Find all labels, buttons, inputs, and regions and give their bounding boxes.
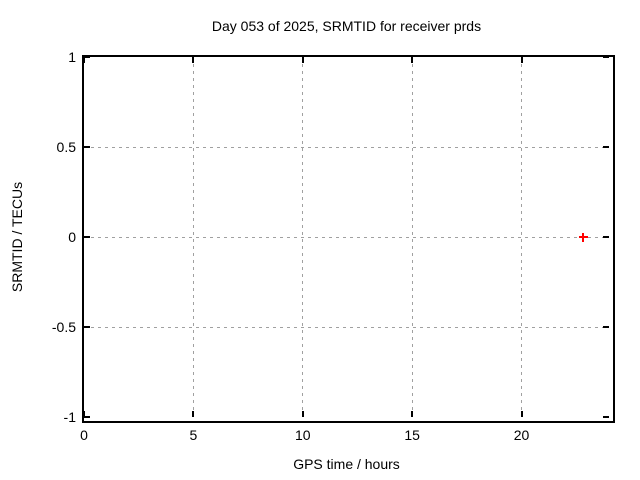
- y-tick-label: 0.5: [56, 139, 76, 155]
- y-tick-mark: [603, 416, 609, 418]
- x-tick-label: 15: [404, 427, 420, 443]
- x-tick-label: 20: [513, 427, 530, 443]
- plot-grid-layer: [83, 56, 609, 418]
- y-tick-mark: [84, 146, 90, 148]
- x-tick-mark: [411, 57, 414, 63]
- x-axis-label: GPS time / hours: [293, 456, 400, 472]
- y-tick-label: 0: [68, 229, 76, 245]
- x-tick-label: 10: [294, 427, 311, 443]
- plot-area: [82, 55, 615, 423]
- x-tick-label: 0: [80, 427, 88, 443]
- x-tick-mark: [192, 411, 195, 417]
- x-tick-mark: [301, 411, 304, 417]
- x-tick-mark: [83, 411, 85, 417]
- y-tick-mark: [84, 416, 90, 418]
- x-tick-mark: [520, 411, 523, 417]
- x-tick-mark: [411, 411, 414, 417]
- y-tick-mark: [84, 236, 90, 238]
- chart-title: Day 053 of 2025, SRMTID for receiver prd…: [211, 18, 482, 34]
- x-tick-mark: [301, 57, 304, 63]
- x-tick-mark: [192, 57, 195, 63]
- y-tick-mark: [84, 326, 90, 328]
- marker-vertical-bar: [581, 233, 584, 242]
- y-tick-mark: [603, 326, 609, 328]
- y-tick-label: -1: [63, 409, 76, 425]
- gridline-horizontal: [84, 146, 609, 148]
- y-tick-label: 1: [68, 49, 76, 65]
- y-tick-mark: [603, 236, 609, 238]
- y-tick-label: -0.5: [51, 319, 76, 335]
- y-tick-mark: [603, 56, 609, 58]
- x-tick-mark: [83, 57, 85, 63]
- y-tick-mark: [84, 56, 90, 58]
- y-axis-label: SRMTID / TECUs: [9, 181, 25, 293]
- x-tick-mark: [520, 57, 523, 63]
- y-tick-mark: [603, 146, 609, 148]
- gridline-horizontal: [84, 236, 609, 238]
- x-tick-label: 5: [189, 427, 198, 443]
- gridline-horizontal: [84, 326, 609, 328]
